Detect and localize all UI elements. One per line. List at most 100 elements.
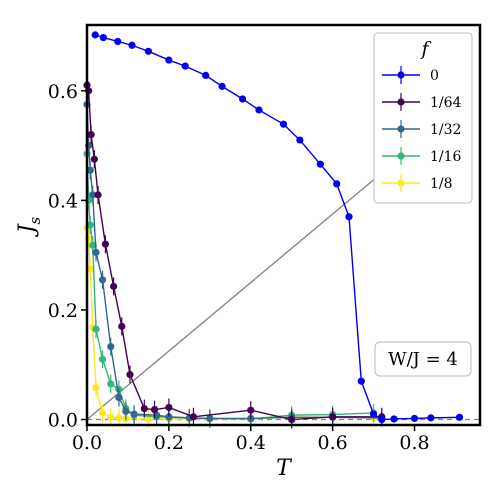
data-point [427,414,435,422]
data-point [101,240,110,248]
data-point [296,136,304,144]
legend-marker [397,152,405,160]
legend-label: 1/8 [430,176,453,192]
data-point [89,241,97,249]
legend-item: 1/8 [382,174,453,192]
x-tick-label: 0.8 [399,432,429,454]
data-point [165,413,173,421]
x-tick-label: 0.4 [236,432,266,454]
x-tick-label: 0.6 [318,432,348,454]
legend-marker [397,71,405,79]
legend-marker [397,125,405,133]
data-point [92,384,100,392]
legend-item: 1/32 [382,120,461,138]
data-point [316,160,324,168]
data-point [238,95,247,103]
data-point [357,377,365,385]
legend-item: 0 [382,66,439,84]
data-point [114,37,122,46]
legend-marker [397,179,405,187]
data-point [89,191,97,199]
annotation: W/J = 4 [374,341,472,377]
y-tick-label: 0.2 [48,300,78,322]
reference-lines [86,172,480,421]
y-axis-label-subscript: s [26,216,44,224]
data-point [202,71,210,80]
legend-title: f [419,38,431,60]
data-point [110,282,118,290]
data-point [288,415,296,424]
data-point [107,343,115,351]
data-point [165,56,173,64]
data-point [115,394,123,402]
legend: f 0 1/64 1/32 1/16 1/8 [373,32,473,204]
legend-marker [397,98,405,106]
data-point [144,47,153,55]
data-point [122,407,130,415]
x-tick-label: 0.0 [72,432,102,454]
data-point [87,130,95,139]
legend-item: 1/64 [382,93,462,111]
data-point [410,414,419,423]
data-point [345,213,353,221]
data-point [86,166,94,174]
series-line [86,85,382,421]
diagonal-reference-line [86,172,383,421]
x-axis-label: T [276,456,293,481]
data-point [455,413,464,421]
data-point [206,414,214,423]
legend-label: 0 [430,68,439,84]
data-point [130,410,138,418]
data-point [378,415,386,424]
plot-frame [85,23,482,427]
data-point [94,191,102,199]
ticks-layer: 0.0 0.2 0.4 0.6 0.8 0.0 0.2 0.4 0.6 [48,81,430,454]
data-point [150,406,159,414]
data-point [86,221,94,229]
data-point [189,413,198,421]
data-point [99,34,107,42]
data-point [144,415,153,423]
data-point [181,62,189,70]
y-tick-label: 0.6 [48,81,78,103]
y-axis-label: Js [15,216,44,237]
data-point [107,413,115,421]
series-1-8 [83,218,378,428]
series-1-64 [83,76,386,429]
series-layer [83,31,464,429]
data-point [98,355,107,363]
data-point [329,413,337,421]
y-tick-label: 0.0 [48,410,78,432]
data-point [390,415,398,423]
data-point [91,31,99,39]
data-point [98,409,107,417]
data-point [165,403,173,412]
data-point [255,106,263,114]
data-point [126,370,134,379]
data-point [115,414,123,422]
data-point [128,41,136,49]
data-point [98,276,107,284]
data-point [92,325,100,333]
data-point [247,406,255,414]
data-point [369,410,378,418]
legend-label: 1/64 [430,95,462,111]
data-point [107,380,115,388]
data-point [90,155,98,163]
data-point [86,265,94,273]
data-point [92,248,100,256]
data-point [279,120,288,128]
series-0 [91,31,464,424]
legend-label: 1/32 [430,122,461,138]
data-point [118,322,126,330]
data-point [218,82,226,90]
data-point [333,180,341,188]
annotation-text: W/J = 4 [388,349,458,370]
y-axis-label-main: J [15,223,40,237]
legend-label: 1/16 [430,149,462,165]
series-line [86,227,374,420]
data-point [140,404,148,413]
y-tick-label: 0.4 [48,190,78,212]
legend-item: 1/16 [382,147,462,165]
